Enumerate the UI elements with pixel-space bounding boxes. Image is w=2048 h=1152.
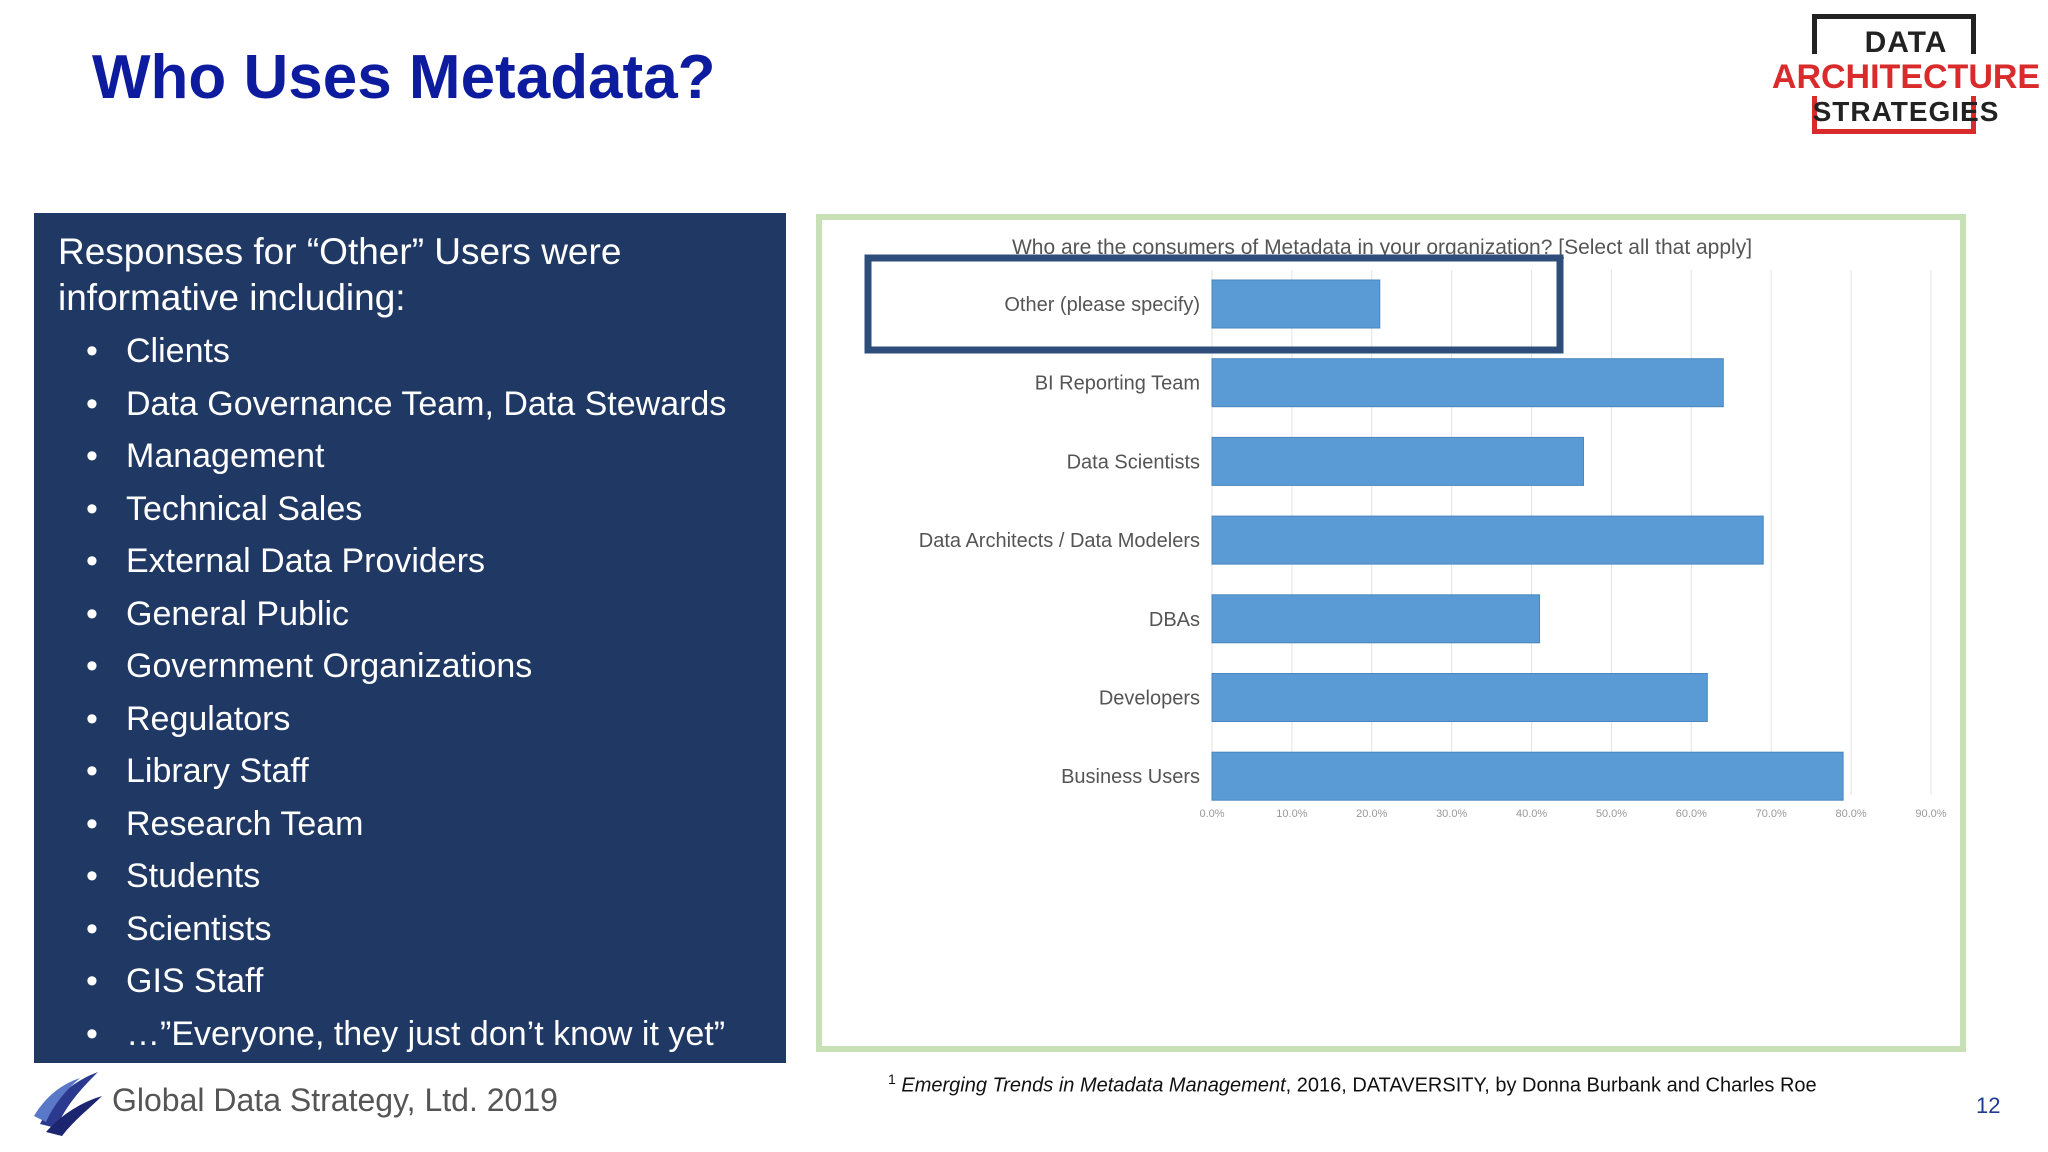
other-user-item: • Scientists	[58, 903, 766, 956]
other-user-item: • Library Staff	[58, 745, 766, 798]
bullet-icon: •	[86, 962, 98, 1000]
bullet-icon: •	[86, 647, 98, 685]
other-user-label: GIS Staff	[126, 962, 264, 1000]
bullet-icon: •	[86, 699, 98, 738]
other-user-label: External Data Providers	[126, 542, 486, 580]
x-tick-label: 80.0%	[1836, 808, 1867, 820]
other-user-label: Library Staff	[126, 752, 309, 790]
bullet-icon: •	[86, 594, 98, 633]
category-label: Business Users	[1061, 766, 1200, 788]
citation-title: Emerging Trends in Metadata Management	[901, 1074, 1286, 1097]
other-user-label: …”Everyone, they just don’t know it yet”	[126, 1014, 726, 1053]
bullet-icon: •	[86, 542, 98, 580]
x-tick-label: 10.0%	[1276, 808, 1307, 820]
other-user-label: Clients	[126, 332, 230, 370]
page-title: Who Uses Metadata?	[92, 43, 716, 112]
consumers-chart: Who are the consumers of Metadata in you…	[816, 214, 1966, 1052]
panel-intro: Responses for “Other” Users were informa…	[58, 231, 622, 318]
other-user-label: Government Organizations	[126, 647, 533, 685]
logo-frame-bottom	[1812, 96, 1976, 134]
bar	[1211, 515, 1764, 565]
bar	[1211, 594, 1541, 644]
other-user-item: • Data Governance Team, Data Stewards	[58, 378, 766, 431]
x-tick-label: 30.0%	[1436, 808, 1467, 820]
category-label: BI Reporting Team	[1035, 373, 1200, 395]
other-user-item: • Management	[58, 430, 766, 483]
footer-company: Global Data Strategy, Ltd. 2019	[112, 1082, 558, 1118]
chart-svg: Who are the consumers of Metadata in you…	[864, 236, 1947, 820]
other-user-label: Students	[126, 857, 261, 895]
bullet-icon: •	[86, 489, 98, 528]
other-user-label: Technical Sales	[126, 489, 363, 528]
bullet-icon: •	[86, 752, 98, 790]
category-label: Other (please specify)	[1004, 294, 1200, 316]
data-architecture-strategies-logo: DATA ARCHITECTURE STRATEGIES	[1766, 10, 2046, 138]
other-user-item: • Students	[58, 850, 766, 903]
bullet-icon: •	[86, 857, 98, 895]
other-user-item: • Regulators	[58, 693, 766, 746]
x-tick-label: 50.0%	[1596, 808, 1627, 820]
bullet-icon: •	[86, 384, 98, 423]
chart-title: Who are the consumers of Metadata in you…	[1012, 236, 1752, 259]
bar	[1211, 358, 1724, 408]
bar	[1211, 751, 1844, 801]
other-user-item: • …”Everyone, they just don’t know it yet…	[58, 1008, 766, 1061]
other-user-label: General Public	[126, 594, 350, 633]
bullet-icon: •	[86, 1014, 98, 1053]
bar	[1211, 673, 1708, 722]
x-tick-label: 40.0%	[1516, 808, 1547, 820]
other-user-label: Management	[126, 437, 325, 475]
other-user-label: Regulators	[126, 699, 291, 738]
category-label: Data Architects / Data Modelers	[919, 530, 1200, 552]
category-label: DBAs	[1149, 609, 1200, 631]
highlight-box	[864, 254, 1564, 354]
citation: 1 Emerging Trends in Metadata Management…	[888, 1071, 1817, 1098]
other-user-item: • Technical Sales	[58, 483, 766, 536]
other-user-label: Data Governance Team, Data Stewards	[126, 384, 727, 423]
logo-line-2: ARCHITECTURE	[1771, 58, 2041, 96]
other-users-list: • Clients • Data Governance Team, Data Stew…	[58, 325, 766, 1060]
global-data-strategy-logo-icon	[34, 1072, 102, 1136]
x-tick-label: 70.0%	[1756, 808, 1787, 820]
bullet-icon: •	[86, 437, 98, 475]
logo-line-1: DATA	[1864, 26, 1948, 59]
page-number: 12	[1976, 1093, 2001, 1118]
citation-details: , 2016, DATAVERSITY, by Donna Burbank an…	[1285, 1074, 1817, 1097]
other-users-panel: Responses for “Other” Users were informa…	[34, 213, 786, 1063]
other-user-item: • Clients	[58, 325, 766, 378]
other-user-label: Scientists	[126, 909, 272, 948]
bar	[1211, 436, 1584, 486]
bullet-icon: •	[86, 804, 98, 843]
other-user-item: • Government Organizations	[58, 640, 766, 693]
category-label: Developers	[1099, 688, 1200, 710]
other-user-label: Research Team	[126, 804, 364, 843]
bullet-icon: •	[86, 909, 98, 948]
x-tick-label: 0.0%	[1199, 808, 1224, 820]
x-tick-label: 60.0%	[1676, 808, 1707, 820]
citation-marker: 1	[888, 1071, 896, 1087]
category-label: Data Scientists	[1067, 451, 1200, 473]
logo-frame-top	[1812, 14, 1976, 54]
logo-line-3: STRATEGIES	[1812, 96, 2000, 127]
other-user-item: • General Public	[58, 588, 766, 641]
x-tick-label: 90.0%	[1915, 808, 1946, 820]
other-user-item: • Research Team	[58, 798, 766, 851]
x-tick-label: 20.0%	[1356, 808, 1387, 820]
other-user-item: • External Data Providers	[58, 535, 766, 588]
bar	[1211, 279, 1381, 329]
bullet-icon: •	[86, 332, 98, 370]
other-user-item: • GIS Staff	[58, 955, 766, 1008]
